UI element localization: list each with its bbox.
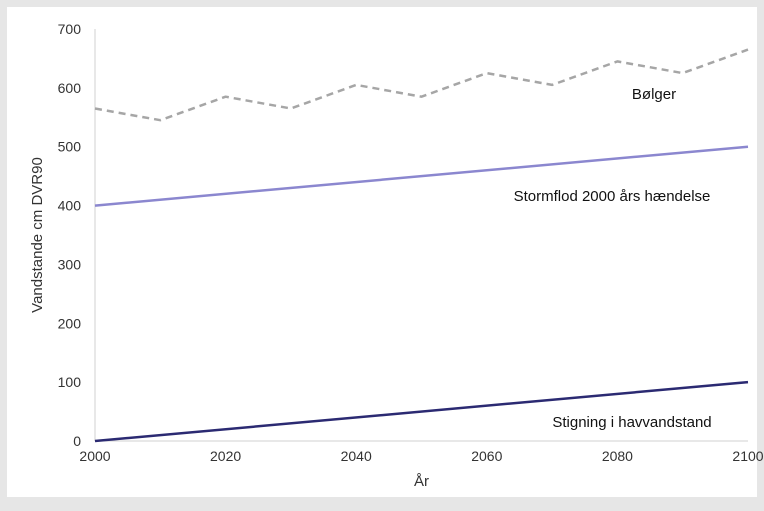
x-tick-label: 2060 (471, 448, 502, 464)
x-tick-label: 2000 (79, 448, 110, 464)
y-tick-label: 500 (58, 139, 82, 155)
series-line (94, 48, 749, 122)
y-tick-label: 300 (58, 256, 82, 272)
series-labels: Bølger Stormflod 2000 års hændelse Stignin… (514, 86, 712, 431)
y-axis-title: Vandstande cm DVR90 (29, 157, 46, 313)
y-tick-label: 100 (58, 374, 82, 390)
axes: 0 100 200 300 400 500 600 700 2000 2020 2040 2060 20… (58, 21, 764, 464)
y-tick-label: 400 (58, 198, 82, 214)
series-label: Stormflod 2000 års hændelse (514, 188, 711, 205)
x-tick-label: 2020 (210, 448, 241, 464)
y-tick-label: 200 (58, 315, 82, 331)
line-chart: 0 100 200 300 400 500 600 700 2000 2020 2040 2060 20… (29, 21, 764, 490)
x-tick-label: 2040 (341, 448, 372, 464)
y-tick-label: 700 (58, 21, 82, 37)
x-tick-label: 2080 (602, 448, 633, 464)
y-tick-label: 600 (58, 80, 82, 96)
series-line (94, 380, 749, 443)
x-axis-title: År (414, 473, 429, 490)
series-line (94, 145, 749, 207)
chart-frame: 0 100 200 300 400 500 600 700 2000 2020 2040 2060 20… (7, 7, 764, 497)
series-label: Stigning i havvandstand (552, 414, 711, 431)
y-tick-label: 0 (73, 433, 81, 449)
series-lines (94, 48, 749, 443)
x-tick-label: 2100 (732, 448, 763, 464)
series-label: Bølger (632, 86, 676, 103)
